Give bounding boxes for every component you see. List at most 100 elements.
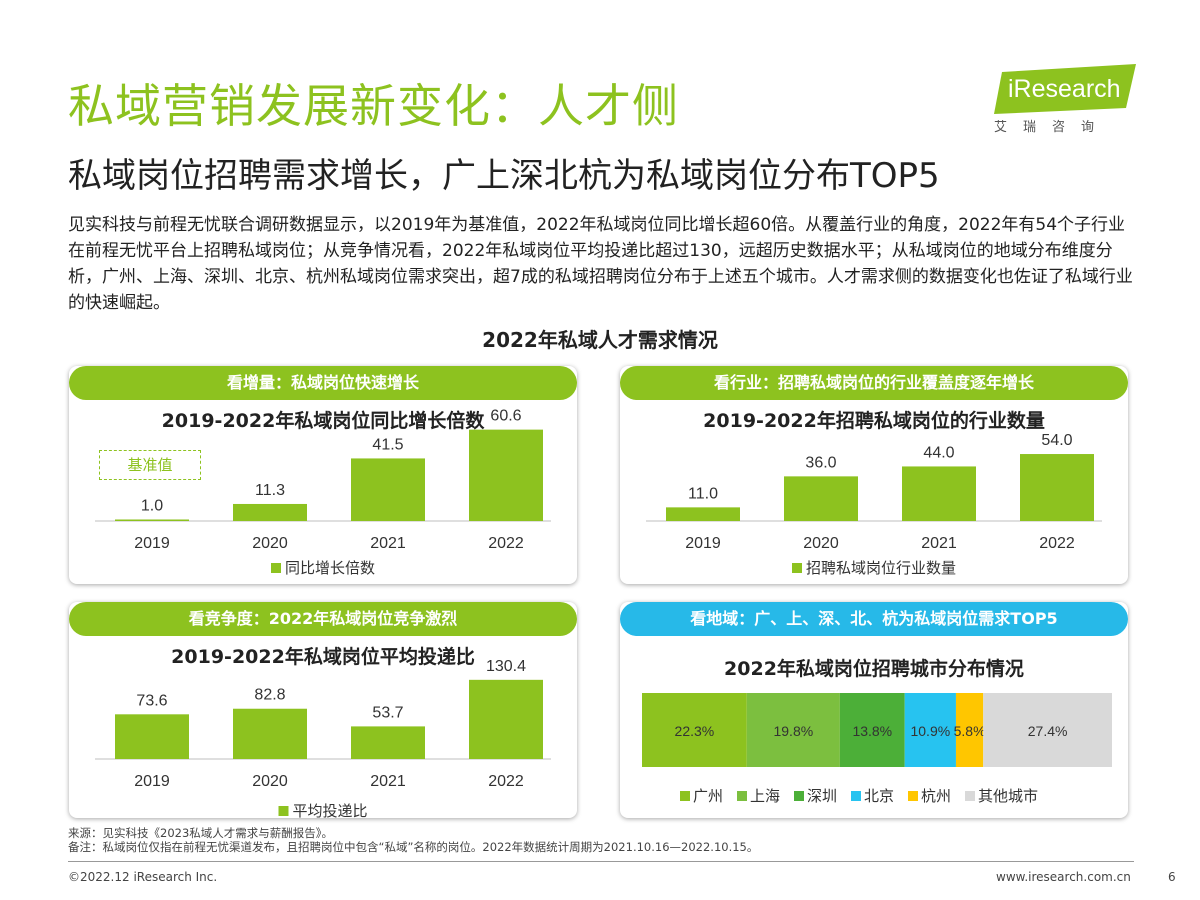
data-label-2022: 60.6 — [490, 408, 521, 425]
bar-2021 — [351, 458, 425, 521]
legend-swatch-北京 — [851, 791, 861, 801]
data-label-2021: 41.5 — [372, 436, 403, 453]
data-label-2020: 11.3 — [255, 482, 285, 499]
segment-label-杭州: 5.8% — [954, 723, 986, 739]
x-tick-2020: 2020 — [252, 535, 288, 552]
x-tick-2022: 2022 — [1039, 535, 1075, 552]
data-label-2022: 54.0 — [1041, 432, 1072, 449]
bar-2021 — [902, 466, 976, 521]
legend-swatch-上海 — [737, 791, 747, 801]
legend: 广州 上海 深圳 北京 杭州 其他城市 — [680, 787, 1038, 805]
data-label-2020: 82.8 — [254, 687, 285, 704]
logo-subtitle: 艾瑞咨询 — [994, 120, 1111, 135]
footer-website[interactable]: www.iresearch.com.cn — [996, 870, 1131, 884]
page-title: 私域营销发展新变化：人才侧 — [68, 79, 679, 133]
data-label-2022: 130.4 — [486, 658, 526, 675]
segment-label-深圳: 13.8% — [852, 723, 892, 739]
competition-banner: 看竞争度：2022年私域岗位竞争激烈 — [69, 602, 577, 636]
segment-其他城市 — [983, 693, 1112, 767]
x-tick-2021: 2021 — [370, 535, 406, 552]
segment-北京 — [904, 693, 956, 767]
legend-label-广州: 广州 — [693, 787, 723, 805]
bar-2020 — [233, 708, 307, 759]
baseline-label: 基准值 — [99, 450, 201, 480]
x-tick-2019: 2019 — [685, 535, 721, 552]
data-label-2019: 1.0 — [141, 497, 163, 514]
x-tick-2021: 2021 — [370, 773, 406, 790]
industry-chart-title: 2019-2022年招聘私域岗位的行业数量 — [703, 410, 1045, 432]
segment-label-其他城市: 27.4% — [1028, 723, 1068, 739]
x-tick-2022: 2022 — [488, 535, 524, 552]
bar-2021 — [351, 726, 425, 759]
segment-label-广州: 22.3% — [675, 723, 715, 739]
legend-label-北京: 北京 — [864, 787, 894, 805]
growth-chart-title: 2019-2022年私域岗位同比增长倍数 — [161, 410, 485, 432]
page-subtitle: 私域岗位招聘需求增长，广上深北杭为私域岗位分布TOP5 — [68, 156, 940, 196]
legend-label: 招聘私域岗位行业数量 — [806, 559, 956, 577]
competition-bar-chart: 73.6 2019 82.8 2020 53.7 2021 130.4 2022 平均投递比 — [95, 658, 551, 818]
legend: 招聘私域岗位行业数量 — [792, 559, 956, 577]
legend-label: 同比增长倍数 — [285, 559, 375, 577]
x-tick-2019: 2019 — [134, 535, 170, 552]
logo-wordmark: iResearch — [1008, 75, 1121, 103]
legend-label-杭州: 杭州 — [921, 787, 951, 805]
x-tick-2020: 2020 — [803, 535, 839, 552]
bar-2020 — [233, 503, 307, 521]
data-label-2019: 73.6 — [136, 692, 167, 709]
x-tick-2020: 2020 — [252, 773, 288, 790]
segment-杭州 — [955, 693, 984, 767]
legend-swatch-深圳 — [794, 791, 804, 801]
competition-panel: 看竞争度：2022年私域岗位竞争激烈 2019-2022年私域岗位平均投递比 7… — [69, 602, 577, 818]
industry-panel: 看行业：招聘私域岗位的行业覆盖度逐年增长 2019-2022年招聘私域岗位的行业… — [620, 366, 1128, 584]
footer-notes: 来源：见实科技《2023私域人才需求与薪酬报告》。 备注：私域岗位仅指在前程无忧… — [68, 826, 758, 854]
bar-2022 — [469, 679, 543, 759]
legend-label-其他城市: 其他城市 — [978, 787, 1038, 805]
iresearch-logo: iResearch — [994, 64, 1136, 114]
segment-label-北京: 10.9% — [910, 723, 950, 739]
segment-广州 — [642, 693, 747, 767]
data-label-2019: 11.0 — [688, 485, 718, 502]
industry-bar-chart: 11.0 2019 36.0 2020 44.0 2021 54.0 2022 招聘私域岗位行业… — [646, 432, 1102, 577]
bar-2020 — [784, 476, 858, 521]
intro-paragraph: 见实科技与前程无忧联合调研数据显示，以2019年为基准值，2022年私域岗位同比… — [68, 215, 1133, 313]
legend-label: 平均投递比 — [293, 802, 368, 818]
x-tick-2021: 2021 — [921, 535, 957, 552]
competition-chart-title: 2019-2022年私域岗位平均投递比 — [171, 646, 475, 668]
segment-上海 — [746, 693, 840, 767]
x-tick-2022: 2022 — [488, 773, 524, 790]
segment-label-上海: 19.8% — [773, 723, 813, 739]
region-chart-title: 2022年私域岗位招聘城市分布情况 — [724, 658, 1024, 680]
section-title: 2022年私域人才需求情况 — [482, 328, 718, 352]
footer-source: 来源：见实科技《2023私域人才需求与薪酬报告》。 — [68, 826, 334, 840]
bar-2019 — [115, 714, 189, 759]
page-number: 6 — [1168, 870, 1176, 884]
growth-panel: 看增量：私域岗位快速增长 2019-2022年私域岗位同比增长倍数 基准值 1.… — [69, 366, 577, 584]
data-label-2020: 36.0 — [805, 454, 836, 471]
growth-banner: 看增量：私域岗位快速增长 — [69, 366, 577, 400]
industry-banner: 看行业：招聘私域岗位的行业覆盖度逐年增长 — [620, 366, 1128, 400]
data-label-2021: 44.0 — [923, 444, 954, 461]
legend-label-上海: 上海 — [750, 787, 780, 805]
bar-2019 — [666, 507, 740, 521]
bar-2019 — [115, 519, 189, 521]
legend-swatch-广州 — [680, 791, 690, 801]
legend-swatch-其他城市 — [965, 791, 975, 801]
legend-swatch — [278, 806, 289, 816]
region-banner: 看地域：广、上、深、北、杭为私域岗位需求TOP5 — [620, 602, 1128, 636]
region-stacked-bar: 22.3% 19.8% 13.8% 10.9% 5.8% 27.4% 广州 上海 深圳 北京 杭州 其… — [642, 693, 1112, 805]
bar-2022 — [1020, 454, 1094, 521]
legend-swatch — [792, 563, 802, 573]
growth-bar-chart: 1.0 2019 11.3 2020 41.5 2021 60.6 2022 同比增长倍数 — [95, 408, 551, 577]
legend: 同比增长倍数 — [271, 559, 375, 577]
legend-swatch — [271, 563, 281, 573]
legend-label-深圳: 深圳 — [807, 787, 837, 805]
data-label-2021: 53.7 — [372, 704, 403, 721]
segment-深圳 — [839, 693, 905, 767]
x-tick-2019: 2019 — [134, 773, 170, 790]
legend: 平均投递比 — [278, 802, 368, 818]
footer-note: 备注：私域岗位仅指在前程无忧渠道发布，且招聘岗位中包含“私域”名称的岗位。202… — [68, 840, 759, 854]
region-panel: 看地域：广、上、深、北、杭为私域岗位需求TOP5 2022年私域岗位招聘城市分布… — [620, 602, 1128, 818]
legend-swatch-杭州 — [908, 791, 918, 801]
footer-copyright: ©2022.12 iResearch Inc. — [68, 870, 218, 884]
bar-2022 — [469, 429, 543, 521]
